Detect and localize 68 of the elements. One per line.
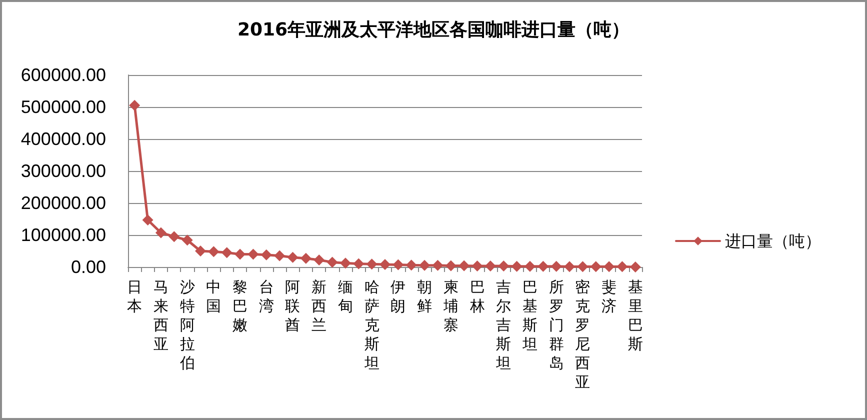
- y-tick-label: 0.00: [70, 257, 106, 277]
- point: [353, 258, 364, 270]
- point: [380, 258, 390, 270]
- point: [445, 260, 456, 272]
- x-tick-label: 沙特阿拉伯: [180, 278, 195, 373]
- point: [577, 261, 588, 272]
- point: [538, 260, 549, 272]
- point: [392, 259, 404, 270]
- point: [274, 250, 286, 262]
- point: [498, 260, 510, 272]
- point: [248, 248, 259, 260]
- point: [550, 260, 562, 272]
- point: [221, 247, 232, 258]
- x-tick-label: 巴基斯坦: [522, 278, 538, 354]
- point: [419, 260, 430, 271]
- x-tick-label: 基里巴斯: [628, 278, 643, 354]
- y-tick-label: 500000.00: [20, 97, 106, 117]
- x-tick-label: 斐济: [602, 278, 617, 316]
- point: [590, 261, 602, 272]
- point: [326, 256, 338, 268]
- point: [630, 262, 641, 272]
- point: [564, 261, 576, 272]
- x-tick-label: 阿联酋: [285, 278, 300, 335]
- point: [168, 231, 180, 242]
- point: [366, 258, 378, 270]
- point: [616, 261, 628, 272]
- point: [458, 260, 470, 272]
- x-tick-label: 柬埔寨: [443, 278, 458, 335]
- x-tick-label: 巴林: [470, 278, 485, 316]
- point: [155, 227, 166, 238]
- point: [484, 260, 496, 272]
- point: [472, 260, 483, 272]
- x-tick-label: 黎巴嫩: [232, 278, 248, 335]
- x-tick-label: 中国: [206, 278, 222, 316]
- point: [340, 258, 351, 269]
- chart-title: 2016年亚洲及太平洋地区各国咖啡进口量（吨）: [237, 20, 630, 40]
- point: [234, 248, 246, 260]
- point: [287, 252, 298, 263]
- y-tick-label: 200000.00: [20, 193, 106, 213]
- point: [406, 260, 417, 271]
- x-tick-label: 密克罗尼西亚: [575, 278, 590, 392]
- point: [182, 234, 193, 246]
- point: [604, 261, 615, 272]
- y-tick-label: 300000.00: [20, 161, 106, 181]
- point: [129, 100, 140, 111]
- point: [260, 249, 272, 260]
- y-tick-label: 100000.00: [20, 225, 106, 245]
- point: [194, 246, 206, 256]
- y-tick-label: 400000.00: [20, 129, 106, 149]
- legend-label: 进口量（吨）: [725, 232, 821, 250]
- x-tick-label: 伊朗: [390, 278, 406, 316]
- y-tick-label: 600000.00: [20, 65, 106, 85]
- x-tick-label: 马来西亚: [153, 278, 168, 354]
- x-tick-label: 朝鲜: [417, 278, 432, 316]
- x-tick-label: 哈萨克斯坦: [364, 278, 380, 373]
- point: [208, 246, 220, 258]
- x-tick-label: 日本: [127, 278, 142, 316]
- x-tick-label: 所罗门群岛: [548, 278, 564, 373]
- x-tick-label: 缅甸: [338, 278, 353, 316]
- point: [524, 260, 536, 272]
- x-tick-label: 台湾: [258, 278, 274, 316]
- x-tick-label: 新西兰: [312, 278, 327, 335]
- point: [142, 214, 154, 226]
- x-tick-label: 吉尔吉斯坦: [496, 278, 512, 373]
- point: [511, 260, 522, 272]
- point: [432, 260, 444, 271]
- point: [314, 254, 325, 266]
- point: [300, 252, 312, 264]
